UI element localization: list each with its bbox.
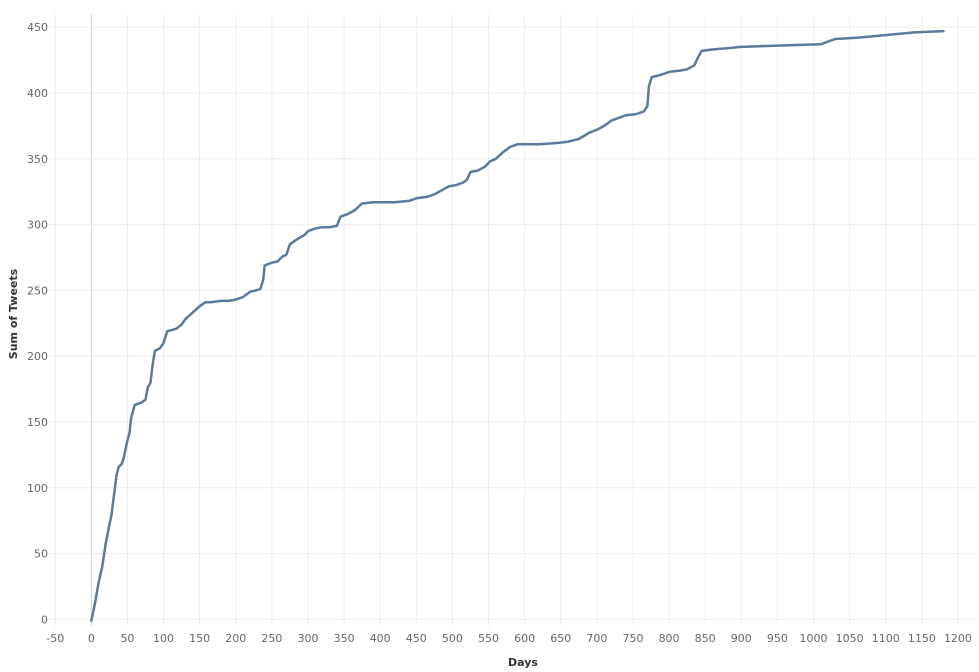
x-tick-label: 0 [88, 632, 95, 645]
x-axis-title: Days [508, 656, 538, 669]
x-tick-label: 950 [767, 632, 788, 645]
x-tick-label: 750 [622, 632, 643, 645]
y-tick-label: 0 [41, 613, 48, 626]
x-tick-label: 650 [550, 632, 571, 645]
x-tick-label: 200 [225, 632, 246, 645]
y-tick-label: 100 [27, 482, 48, 495]
tick-labels: -50 0 50 100 150 200 250 300 350 400 450 500 550 600 6… [27, 21, 972, 645]
x-tick-label: 850 [695, 632, 716, 645]
x-tick-label: 1100 [872, 632, 900, 645]
series-layer [90, 29, 945, 622]
x-tick-label: 350 [334, 632, 355, 645]
x-tick-label: 500 [442, 632, 463, 645]
x-tick-label: 600 [514, 632, 535, 645]
y-tick-label: 300 [27, 219, 48, 232]
y-tick-label: 400 [27, 87, 48, 100]
x-tick-label: 700 [586, 632, 607, 645]
x-tick-label: 400 [370, 632, 391, 645]
y-axis-title: Sum of Tweets [7, 268, 20, 359]
x-tick-label: 300 [297, 632, 318, 645]
x-tick-label: 450 [406, 632, 427, 645]
y-tick-label: 350 [27, 153, 48, 166]
y-tick-label: 50 [34, 548, 48, 561]
x-tick-label: 50 [120, 632, 134, 645]
y-tick-label: 200 [27, 350, 48, 363]
x-tick-label: -50 [46, 632, 64, 645]
series-line [90, 29, 945, 622]
x-tick-label: 250 [261, 632, 282, 645]
x-tick-label: 1150 [908, 632, 936, 645]
x-tick-label: 100 [153, 632, 174, 645]
x-tick-label: 1050 [836, 632, 864, 645]
x-tick-label: 1000 [800, 632, 828, 645]
y-tick-label: 250 [27, 284, 48, 297]
x-tick-label: 1200 [944, 632, 972, 645]
y-tick-label: 150 [27, 416, 48, 429]
y-tick-label: 450 [27, 21, 48, 34]
gridlines [48, 14, 976, 626]
x-tick-label: 550 [478, 632, 499, 645]
x-tick-label: 900 [731, 632, 752, 645]
x-tick-label: 150 [189, 632, 210, 645]
x-tick-label: 800 [659, 632, 680, 645]
